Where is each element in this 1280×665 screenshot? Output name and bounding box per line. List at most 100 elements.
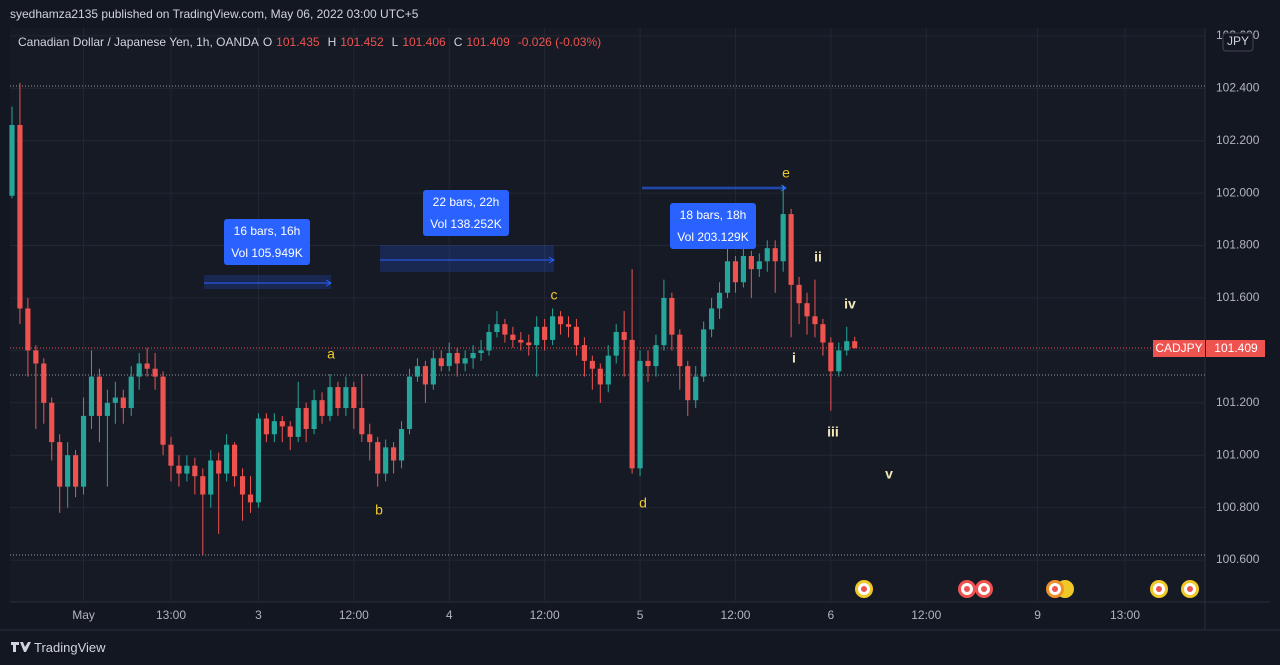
wave-label: i: [792, 350, 796, 366]
candle-body: [653, 345, 659, 367]
ohlc-key: H: [327, 35, 337, 49]
y-tick-label: 100.600: [1216, 552, 1260, 566]
publisher-text: syedhamza2135 published on TradingView.c…: [10, 7, 419, 21]
candle-body: [534, 326, 540, 346]
candle-body: [589, 360, 595, 369]
candle-body: [637, 360, 643, 469]
candle-body: [17, 124, 23, 309]
candle-body: [176, 465, 182, 474]
x-tick-label: 12:00: [530, 608, 560, 622]
candle-body: [152, 368, 158, 377]
candle-body: [279, 421, 285, 427]
x-tick-label: 4: [446, 608, 453, 622]
x-tick-label: 13:00: [1110, 608, 1140, 622]
arrow-head: [548, 256, 555, 264]
currency-label[interactable]: JPY: [1227, 34, 1249, 48]
event-icon: [1187, 586, 1193, 592]
y-tick-label: 102.200: [1216, 133, 1260, 147]
volume-text: Vol 105.949K: [231, 246, 303, 260]
candle-body: [343, 387, 349, 409]
candle-body: [65, 455, 71, 487]
candle-body: [844, 341, 850, 351]
y-tick-label: 101.200: [1216, 395, 1260, 409]
event-icon: [964, 586, 970, 592]
candle-body: [184, 465, 190, 474]
candle-body: [80, 415, 87, 487]
y-tick-label: 100.800: [1216, 500, 1260, 514]
candle-body: [462, 358, 468, 364]
wave-label: b: [375, 502, 383, 518]
candle-body: [724, 261, 731, 293]
ohlc-key: L: [391, 35, 399, 49]
candle-body: [112, 397, 118, 403]
y-tick-label: 101.600: [1216, 290, 1260, 304]
bars-text: 18 bars, 18h: [679, 208, 747, 222]
candle-body: [375, 442, 381, 474]
x-tick-label: 6: [828, 608, 835, 622]
event-icon: [1052, 586, 1058, 592]
candle-body: [41, 363, 47, 403]
candle-body: [25, 308, 31, 351]
candle-body: [550, 316, 556, 340]
candle-body: [359, 408, 365, 435]
candle-body: [788, 214, 794, 285]
candle-body: [597, 368, 603, 385]
candle-body: [581, 345, 587, 361]
x-tick-label: May: [72, 608, 95, 622]
candle-body: [128, 376, 134, 409]
wave-label: iv: [844, 296, 856, 312]
ohlc-value: 101.452: [340, 35, 384, 49]
candle-body: [319, 400, 325, 416]
candle-body: [224, 444, 230, 474]
candle-body: [629, 339, 635, 469]
candle-body: [518, 339, 524, 343]
candle-body: [351, 387, 357, 409]
x-tick-label: 12:00: [720, 608, 750, 622]
candle-body: [748, 256, 754, 270]
publisher-bar: syedhamza2135 published on TradingView.c…: [10, 7, 418, 21]
candle-body: [136, 363, 142, 377]
candle-body: [391, 447, 397, 461]
candle-body: [772, 248, 778, 262]
candle-body: [73, 455, 79, 487]
candle-body: [486, 332, 492, 351]
candle-body: [327, 387, 333, 416]
candle-body: [613, 332, 619, 356]
candle-body: [295, 408, 301, 437]
candle-body: [605, 355, 611, 385]
y-tick-label: 101.000: [1216, 447, 1260, 461]
wave-label: ii: [814, 249, 822, 265]
candle-body: [120, 397, 126, 409]
ohlc-value: 101.409: [466, 35, 510, 49]
currency-button[interactable]: [1222, 32, 1254, 52]
candle-body: [836, 350, 842, 372]
candle-body: [780, 214, 786, 262]
measure-tooltip: 16 bars, 16h Vol 105.949K: [224, 219, 310, 265]
candle-body: [232, 444, 238, 477]
candle-body: [9, 124, 15, 196]
candle-body: [430, 358, 436, 385]
candle-body: [804, 303, 810, 317]
wave-label: v: [885, 466, 893, 482]
candle-body: [414, 366, 421, 377]
candle-body: [311, 400, 317, 430]
candle-body: [49, 402, 55, 443]
candle-body: [478, 350, 484, 354]
price-tag: [1206, 340, 1265, 357]
candle-body: [438, 358, 444, 367]
volume-text: Vol 138.252K: [430, 217, 502, 231]
candle-body: [88, 376, 95, 416]
brand: TradingView: [34, 640, 106, 655]
candle-body: [693, 376, 699, 401]
candle-body: [661, 297, 667, 346]
candle-body: [502, 324, 508, 335]
candle-body: [669, 297, 675, 335]
candle-body: [740, 256, 746, 283]
candle-body: [406, 376, 413, 430]
bars-text: 22 bars, 22h: [432, 195, 500, 209]
candle-body: [709, 308, 715, 330]
candle-body: [287, 426, 293, 437]
candle-body: [820, 324, 826, 343]
candle-body: [398, 429, 405, 461]
